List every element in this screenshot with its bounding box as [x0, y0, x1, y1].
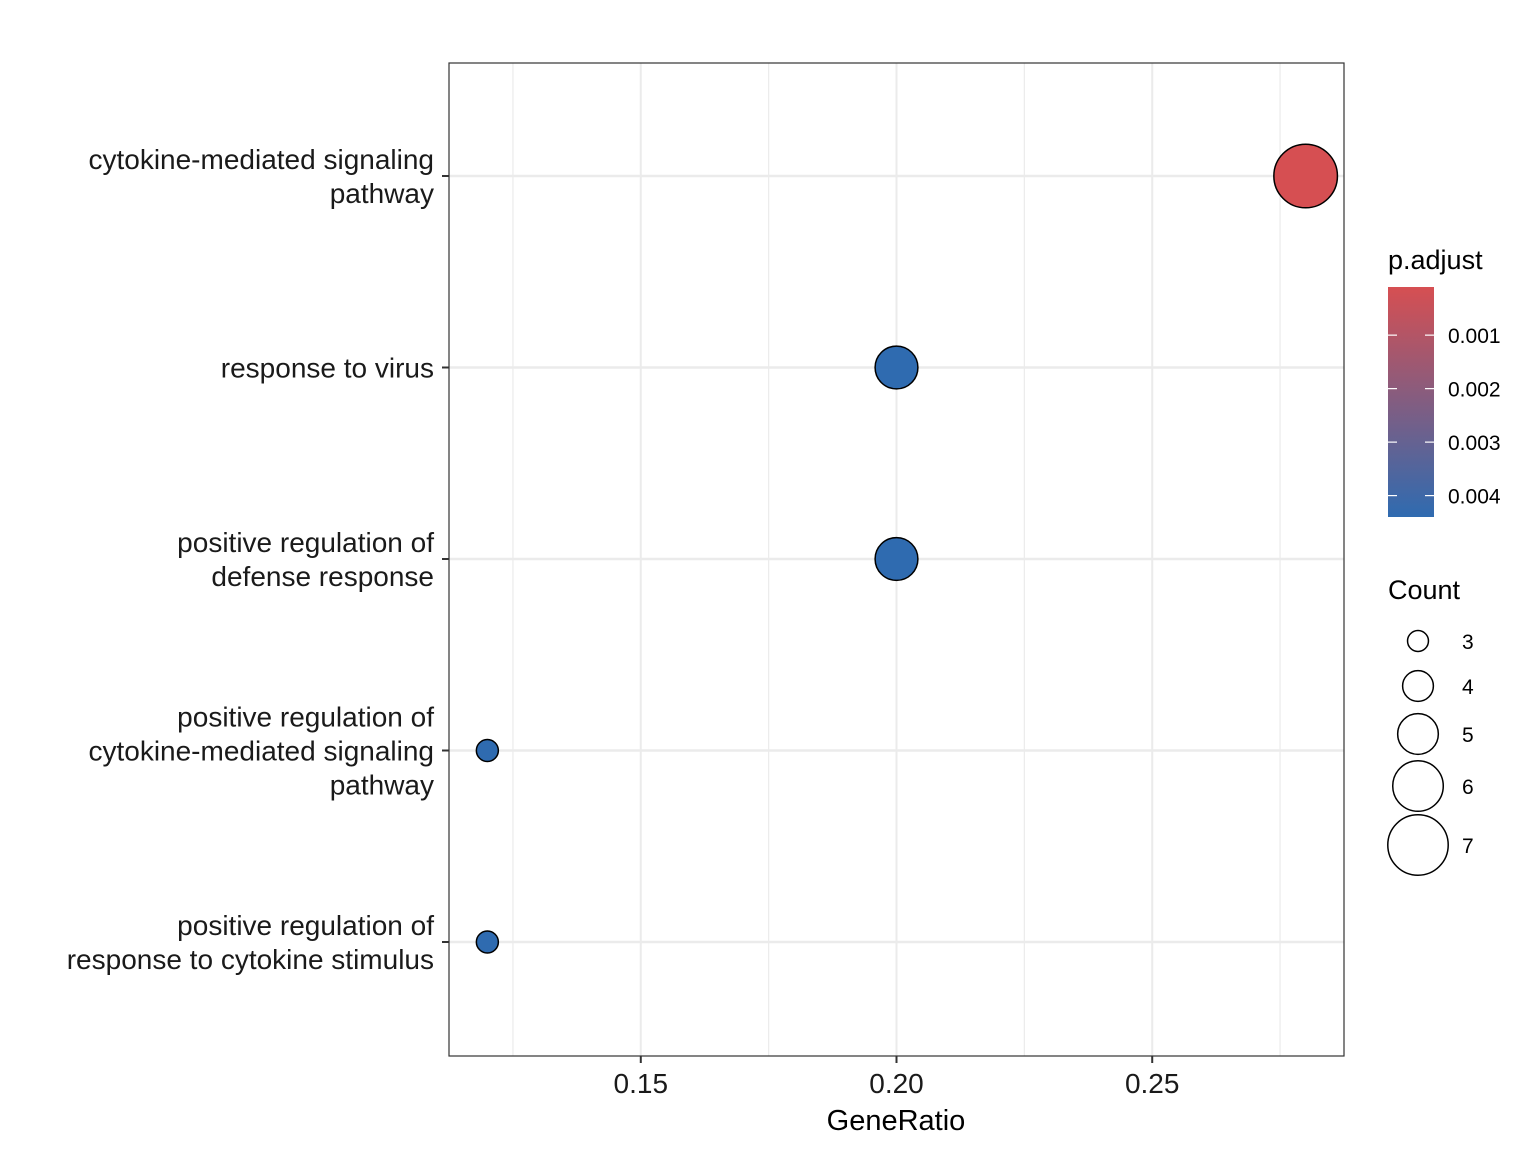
color-legend: p.adjust 0.001 0.002 0.003 0.004 [1388, 245, 1501, 517]
color-legend-label: 0.002 [1448, 379, 1501, 402]
size-legend: Count 3 4 5 6 7 [1387, 575, 1474, 876]
size-legend-key [1401, 669, 1435, 703]
data-point [475, 930, 500, 954]
data-point [1273, 143, 1339, 209]
size-legend-label: 5 [1462, 724, 1474, 747]
data-point [475, 738, 500, 763]
color-legend-label: 0.003 [1448, 432, 1501, 455]
size-legend-key [1387, 814, 1449, 876]
x-tick-label: 0.15 [614, 1068, 669, 1099]
x-tick-label: 0.25 [1125, 1068, 1180, 1099]
size-legend-key [1391, 759, 1445, 813]
size-legend-title: Count [1388, 575, 1461, 605]
y-tick-label: positive regulation of defense response [177, 527, 434, 592]
size-legend-label: 4 [1462, 676, 1474, 699]
data-points [475, 143, 1339, 954]
y-tick-label: positive regulation of response to cytoki… [67, 910, 435, 975]
y-tick-label: positive regulation of cytokine-mediated … [88, 702, 434, 801]
size-legend-key [1406, 629, 1430, 653]
x-axis-title: GeneRatio [827, 1105, 966, 1137]
color-legend-label: 0.001 [1448, 325, 1501, 348]
size-legend-key [1396, 712, 1440, 756]
x-axis: 0.15 0.20 0.25 [614, 1056, 1180, 1099]
y-tick-label: response to virus [221, 353, 434, 384]
y-tick-label: cytokine-mediated signaling pathway [88, 144, 434, 209]
x-tick-label: 0.20 [869, 1068, 924, 1099]
color-legend-bar [1388, 287, 1434, 517]
color-legend-label: 0.004 [1448, 486, 1501, 509]
data-point [874, 536, 919, 582]
y-axis: cytokine-mediated signaling pathway respon… [67, 144, 449, 975]
size-legend-label: 7 [1462, 835, 1474, 858]
color-legend-title: p.adjust [1388, 245, 1483, 275]
size-legend-label: 6 [1462, 776, 1474, 799]
size-legend-label: 3 [1462, 631, 1474, 654]
data-point [874, 345, 919, 390]
